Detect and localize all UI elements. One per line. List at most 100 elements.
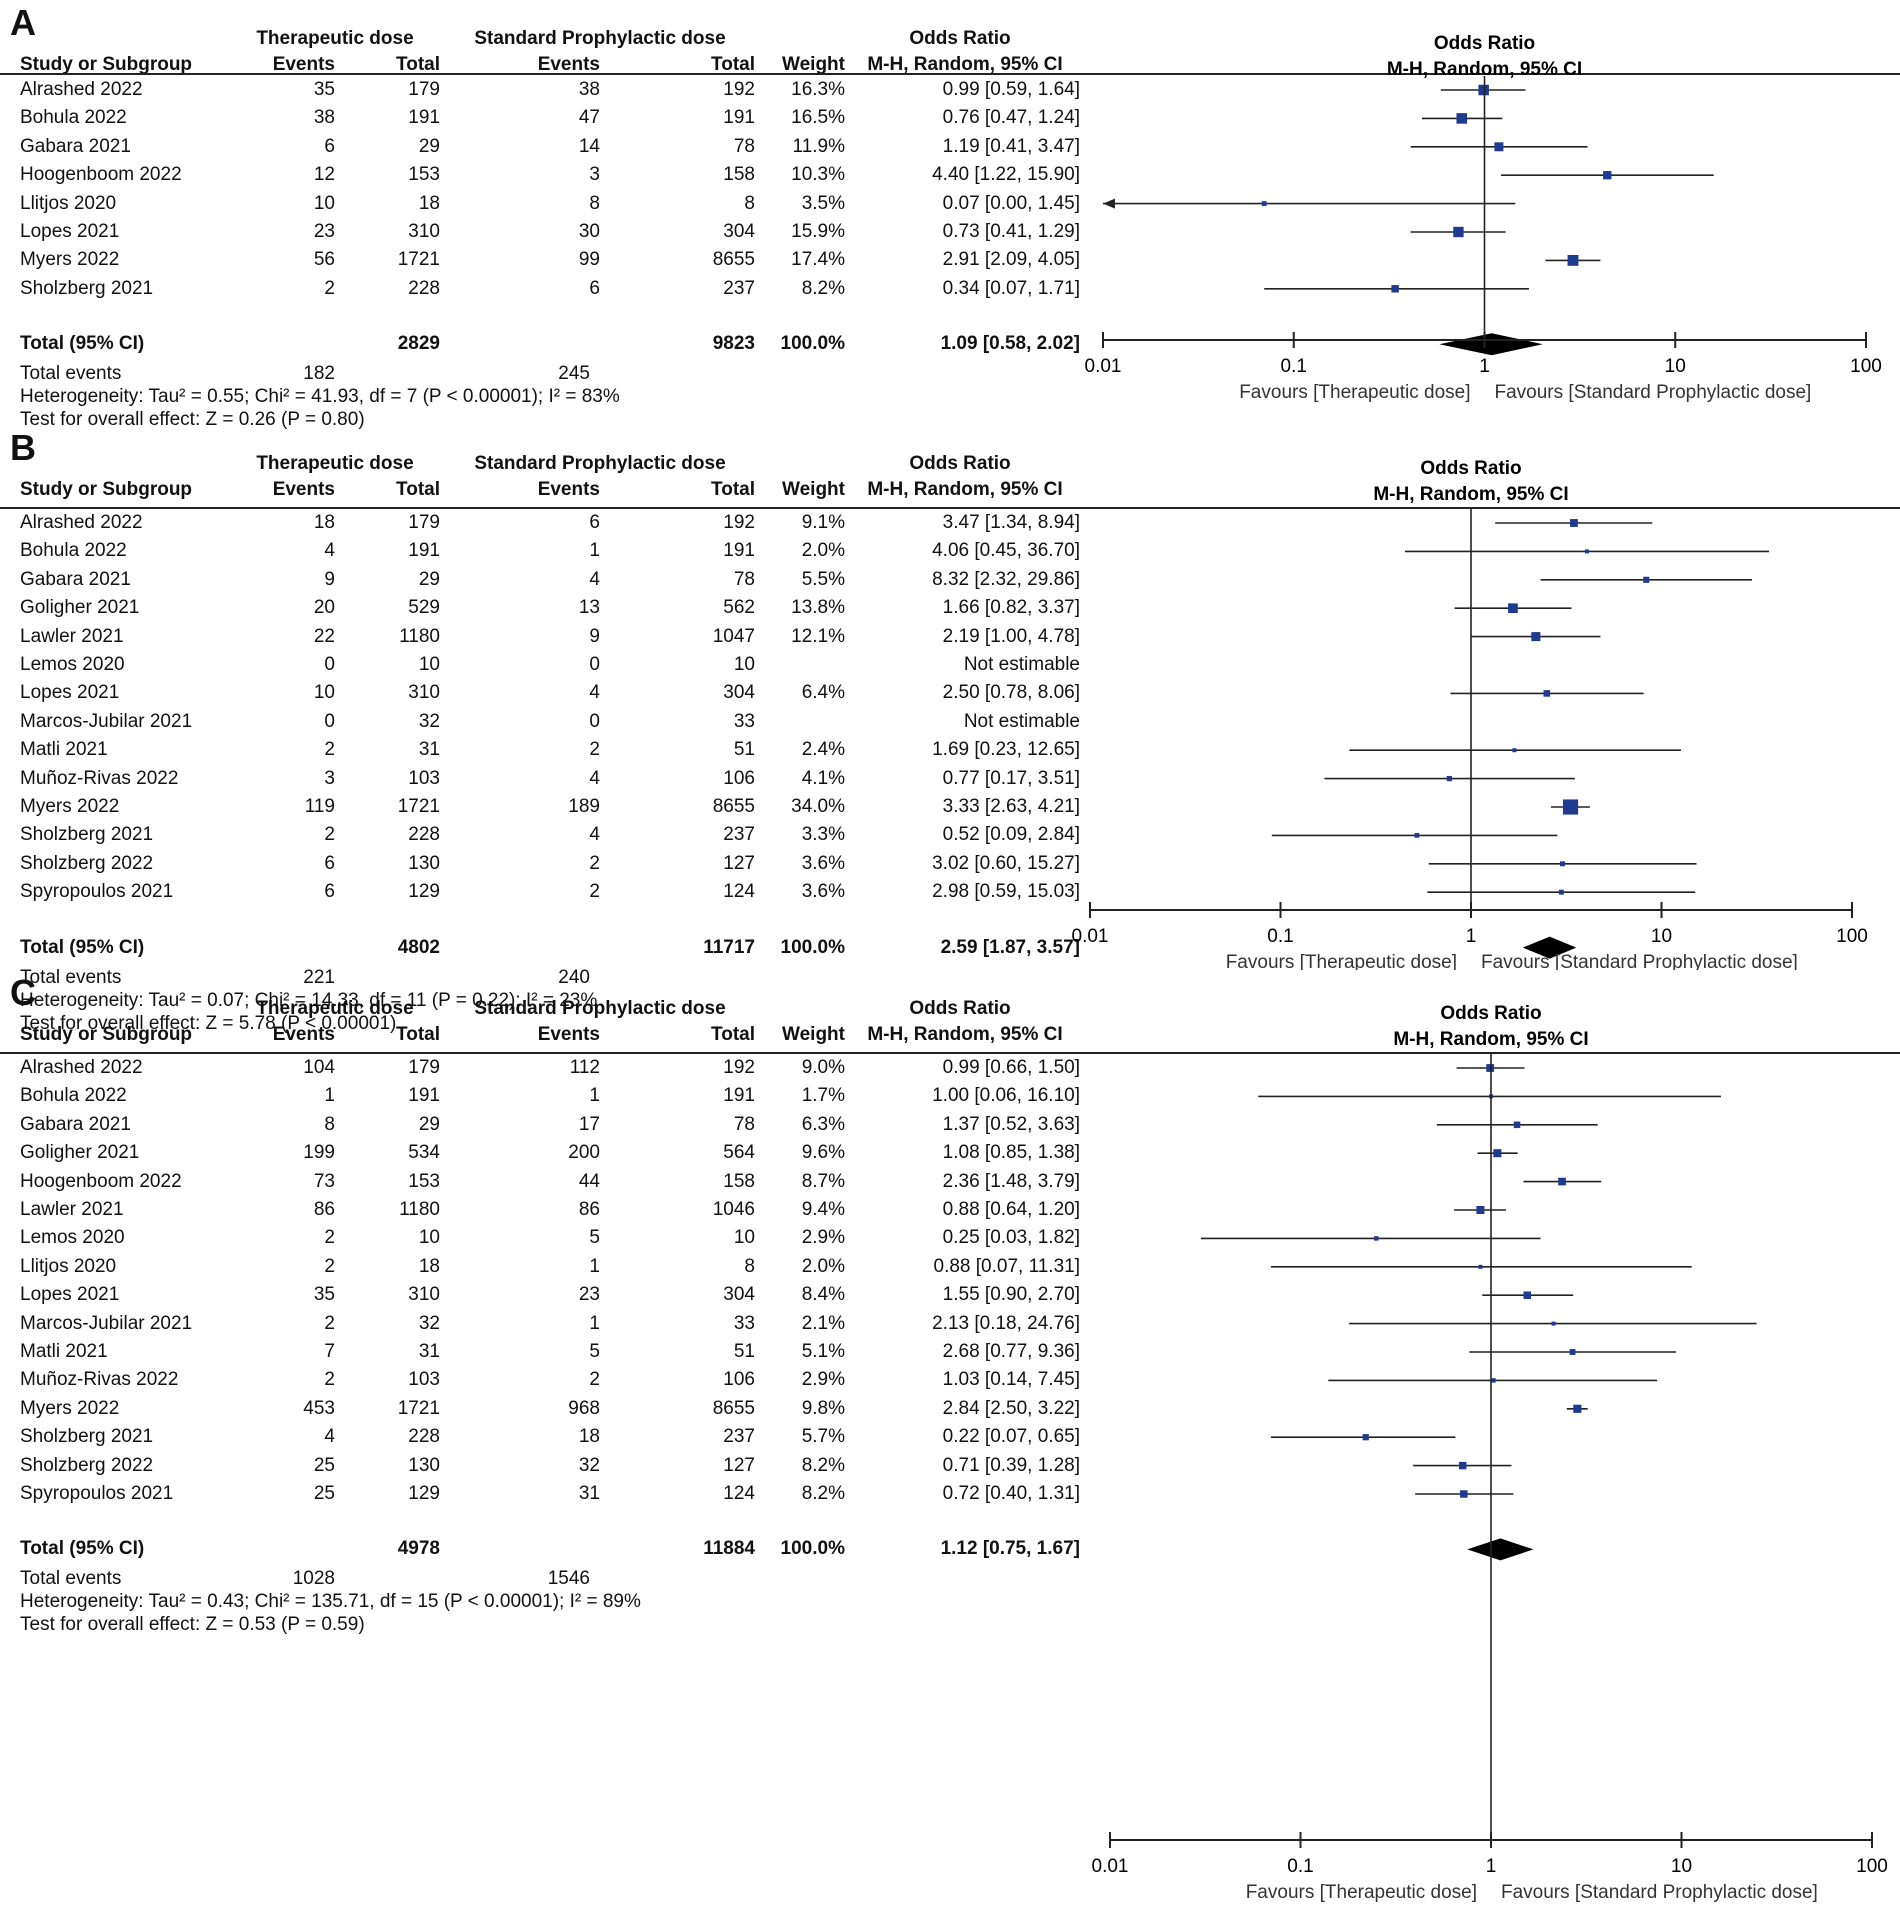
odds-ratio-ci-value: 1.66 [0.82, 3.37]	[942, 597, 1080, 619]
study-effect-marker	[1558, 1177, 1566, 1186]
weight-value: 6.4%	[801, 682, 845, 704]
events1-header: Events	[272, 1024, 335, 1045]
events2-value: 1	[589, 540, 600, 562]
total-label: Total (95% CI)	[20, 936, 145, 958]
events2-value: 4	[589, 824, 600, 846]
forest-plot-area: Odds Ratio M-H, Random, 95% CI 0.01 0.1 1 10 1…	[1072, 458, 1868, 970]
odds-ratio-ci-value: 0.72 [0.40, 1.31]	[942, 1483, 1080, 1504]
events1-value: 18	[313, 512, 335, 533]
x-tick-label: 10	[1651, 926, 1672, 947]
total1-sum: 4802	[397, 936, 440, 958]
total1-value: 10	[418, 654, 440, 675]
total-events-label: Total events	[20, 363, 122, 385]
events2-value: 17	[578, 1113, 600, 1135]
odds-ratio-ci-value: 4.40 [1.22, 15.90]	[932, 164, 1080, 186]
group2-header: Standard Prophylactic dose	[474, 998, 726, 1019]
total1-value: 130	[408, 1454, 440, 1476]
total2-value: 106	[723, 767, 755, 789]
study-column-header: Study or Subgroup	[20, 54, 193, 75]
weight-value: 5.5%	[801, 568, 845, 590]
total1-value: 191	[408, 107, 440, 129]
total1-value: 191	[408, 540, 440, 562]
study-effect-marker	[1391, 285, 1399, 293]
study-effect-marker	[1460, 1490, 1468, 1498]
group1-header: Therapeutic dose	[256, 28, 414, 49]
study-name: Lopes 2021	[20, 221, 120, 242]
study-effect-marker	[1559, 861, 1565, 867]
study-effect-marker	[1486, 1064, 1495, 1072]
method-header: M-H, Random, 95% CI	[867, 1024, 1063, 1045]
events2-value: 189	[568, 796, 600, 817]
x-tick-label: 1	[1479, 356, 1490, 377]
odds-ratio-ci-value: 0.71 [0.39, 1.28]	[942, 1454, 1080, 1476]
total1-value: 191	[408, 1085, 440, 1107]
study-effect-marker	[1573, 1404, 1582, 1413]
total2-value: 33	[733, 710, 755, 732]
events2-value: 6	[589, 277, 600, 299]
forest-plot-area: Odds Ratio M-H, Random, 95% CI 0.01 0.1 1 10 1…	[1092, 1003, 1888, 1903]
total2-value: 191	[723, 1085, 755, 1107]
study-name: Myers 2022	[20, 1397, 120, 1419]
events1-value: 86	[313, 1199, 335, 1220]
total2-value: 8655	[712, 249, 755, 271]
x-tick-label: 1	[1486, 1856, 1497, 1877]
study-name: Llitjos 2020	[20, 1255, 117, 1277]
odds-ratio-header: Odds Ratio	[909, 998, 1011, 1019]
odds-ratio-ci-value: 0.99 [0.66, 1.50]	[942, 1057, 1080, 1078]
study-effect-marker	[1567, 254, 1579, 266]
total2-value: 304	[723, 221, 755, 242]
total2-value: 127	[723, 852, 755, 874]
total1-value: 310	[408, 1284, 440, 1306]
header-rule	[0, 73, 1900, 75]
study-name: Spyropoulos 2021	[20, 1483, 174, 1504]
total2-value: 237	[723, 1426, 755, 1448]
total1-value: 32	[418, 710, 440, 732]
events2-value: 23	[578, 1284, 600, 1306]
x-tick-label: 0.01	[1092, 1856, 1129, 1877]
odds-ratio-ci-value: 2.19 [1.00, 4.78]	[942, 625, 1080, 647]
events1-value: 453	[303, 1397, 335, 1419]
events1-value: 3	[324, 767, 335, 789]
study-name: Sholzberg 2021	[20, 277, 154, 299]
weight-value: 8.2%	[801, 277, 845, 299]
odds-ratio-ci-value: 0.99 [0.59, 1.64]	[942, 79, 1080, 100]
total2-sum: 9823	[712, 333, 755, 355]
x-tick-label: 0.1	[1287, 1856, 1313, 1877]
events1-value: 2	[324, 1227, 335, 1249]
total2-value: 124	[723, 1483, 755, 1504]
study-name: Lawler 2021	[20, 625, 124, 647]
total2-value: 192	[723, 1057, 755, 1078]
odds-ratio-ci-value: 3.33 [2.63, 4.21]	[942, 796, 1080, 817]
study-effect-marker	[1414, 833, 1420, 838]
events2-value: 86	[578, 1199, 600, 1220]
events2-value: 38	[578, 79, 600, 100]
events2-value: 2	[589, 1369, 600, 1391]
study-name: Matli 2021	[20, 739, 108, 761]
odds-ratio-ci-value: 1.00 [0.06, 16.10]	[932, 1085, 1080, 1107]
study-name: Myers 2022	[20, 796, 120, 817]
total2-value: 124	[723, 881, 755, 903]
total-events2: 240	[558, 966, 590, 988]
events2-value: 200	[568, 1142, 600, 1164]
study-name: Lopes 2021	[20, 1284, 120, 1306]
events1-value: 2	[324, 824, 335, 846]
events1-value: 35	[313, 1284, 335, 1306]
total1-value: 1180	[399, 625, 440, 647]
weight-value: 9.6%	[801, 1142, 845, 1164]
study-effect-marker	[1508, 603, 1518, 614]
weight-value: 3.3%	[801, 824, 845, 846]
plot-title: Odds Ratio	[1420, 458, 1521, 479]
favours-left-label: Favours [Therapeutic dose]	[1246, 1882, 1477, 1903]
events2-value: 2	[589, 739, 600, 761]
study-name: Bohula 2022	[20, 1085, 127, 1107]
method-header: M-H, Random, 95% CI	[867, 54, 1063, 75]
study-effect-marker	[1562, 799, 1579, 815]
events2-value: 31	[578, 1483, 600, 1504]
total-weight: 100.0%	[780, 333, 845, 355]
study-effect-marker	[1569, 1349, 1576, 1355]
x-tick-label: 100	[1856, 1856, 1888, 1877]
total2-value: 304	[723, 1284, 755, 1306]
total2-value: 237	[723, 824, 755, 846]
total2-value: 8655	[712, 796, 755, 817]
weight-value: 10.3%	[791, 164, 845, 186]
